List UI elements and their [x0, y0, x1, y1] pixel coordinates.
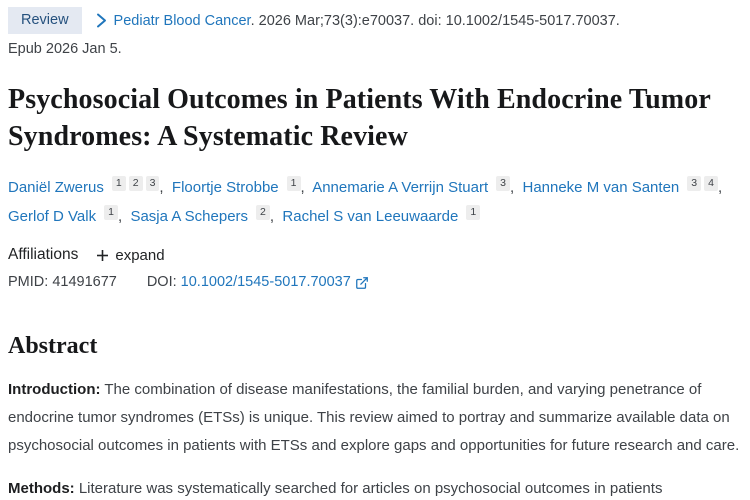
expand-label: expand — [115, 246, 165, 264]
abstract-heading: Abstract — [8, 333, 98, 360]
author-affiliation-number[interactable]: 4 — [704, 176, 718, 192]
author-link[interactable]: Sasja A Schepers — [130, 207, 249, 225]
author-item: Rachel S van Leeuwaarde 1 — [282, 204, 481, 225]
author-affiliation-badges: 1 — [101, 204, 118, 225]
plus-icon — [96, 249, 109, 262]
author-affiliation-badges: 2 — [253, 204, 270, 225]
author-item: Sasja A Schepers 2, — [130, 204, 283, 225]
author-link[interactable]: Annemarie A Verrijn Stuart — [312, 179, 489, 197]
epub-date: Epub 2026 Jan 5. — [8, 41, 122, 58]
author-item: Floortje Strobbe 1, — [171, 176, 313, 197]
identifiers-row: PMID: 41491677 DOI: 10.1002/1545-5017.70… — [8, 274, 742, 290]
expand-affiliations-button[interactable]: expand — [96, 246, 165, 264]
author-affiliation-number[interactable]: 3 — [496, 176, 510, 192]
citation-header: Review Pediatr Blood Cancer. 2026 Mar;73… — [8, 7, 742, 35]
pmid-value: 41491677 — [52, 274, 117, 291]
author-link[interactable]: Floortje Strobbe — [171, 179, 279, 197]
author-link[interactable]: Hanneke M van Santen — [522, 179, 680, 197]
chevron-right-icon[interactable] — [96, 13, 107, 28]
author-link[interactable]: Gerlof D Valk — [8, 207, 97, 225]
author-affiliation-number[interactable]: 2 — [128, 176, 143, 192]
author-separator: , — [159, 179, 172, 197]
citation-details: . 2026 Mar;73(3):e70037. doi: 10.1002/15… — [250, 12, 620, 29]
author-separator: , — [717, 179, 727, 197]
affiliations-row: Affiliations expand — [8, 246, 742, 264]
author-item: Annemarie A Verrijn Stuart 3, — [312, 176, 523, 197]
author-separator: , — [300, 179, 313, 197]
abstract-paragraph: Introduction: The combination of disease… — [8, 376, 742, 459]
author-affiliation-badges: 3 — [493, 176, 510, 196]
publication-type-badge: Review — [8, 7, 82, 35]
doi-value: 10.1002/1545-5017.70037 — [180, 274, 351, 291]
author-separator: , — [269, 207, 283, 225]
doi-link[interactable]: 10.1002/1545-5017.70037 — [181, 274, 369, 290]
pmid-group: PMID: 41491677 — [8, 274, 117, 290]
author-affiliation-number[interactable]: 1 — [466, 204, 481, 220]
citation-text: Pediatr Blood Cancer. 2026 Mar;73(3):e70… — [114, 11, 620, 31]
paragraph-label: Introduction: — [8, 381, 101, 399]
abstract-paragraph: Methods: Literature was systematically s… — [8, 475, 742, 500]
external-link-icon — [355, 276, 369, 290]
doi-group: DOI: 10.1002/1545-5017.70037 — [147, 274, 369, 290]
author-affiliation-badges: 1 — [284, 176, 301, 196]
pmid-label: PMID: — [8, 274, 49, 291]
author-item: Gerlof D Valk 1, — [8, 204, 131, 225]
authors-list: Daniël Zwerus 1 2 3, Floortje Strobbe 1, Ann… — [8, 174, 742, 231]
author-affiliation-number[interactable]: 1 — [111, 176, 126, 192]
page-title: Psychosocial Outcomes in Patients With E… — [8, 84, 711, 152]
paragraph-text: The combination of disease manifestation… — [8, 381, 740, 454]
paragraph-text: Literature was systematically searched f… — [78, 480, 663, 498]
author-item: Daniël Zwerus 1 2 3, — [8, 176, 172, 197]
author-affiliation-number[interactable]: 2 — [256, 204, 270, 220]
author-affiliation-number[interactable]: 3 — [145, 176, 160, 192]
author-affiliation-number[interactable]: 1 — [104, 204, 118, 220]
author-affiliation-number[interactable]: 3 — [687, 176, 702, 192]
author-affiliation-number[interactable]: 1 — [286, 176, 301, 192]
author-separator: , — [509, 179, 523, 197]
author-link[interactable]: Rachel S van Leeuwaarde — [282, 207, 459, 225]
journal-link[interactable]: Pediatr Blood Cancer — [113, 12, 251, 29]
author-affiliation-badges: 1 — [463, 204, 481, 225]
author-separator: , — [117, 207, 131, 225]
author-link[interactable]: Daniël Zwerus — [8, 179, 104, 197]
author-item: Hanneke M van Santen 3 4, — [522, 176, 727, 197]
abstract-body: Introduction: The combination of disease… — [8, 376, 742, 500]
paragraph-label: Methods: — [8, 480, 75, 498]
affiliations-label: Affiliations — [8, 246, 79, 264]
doi-label: DOI: — [146, 274, 177, 291]
